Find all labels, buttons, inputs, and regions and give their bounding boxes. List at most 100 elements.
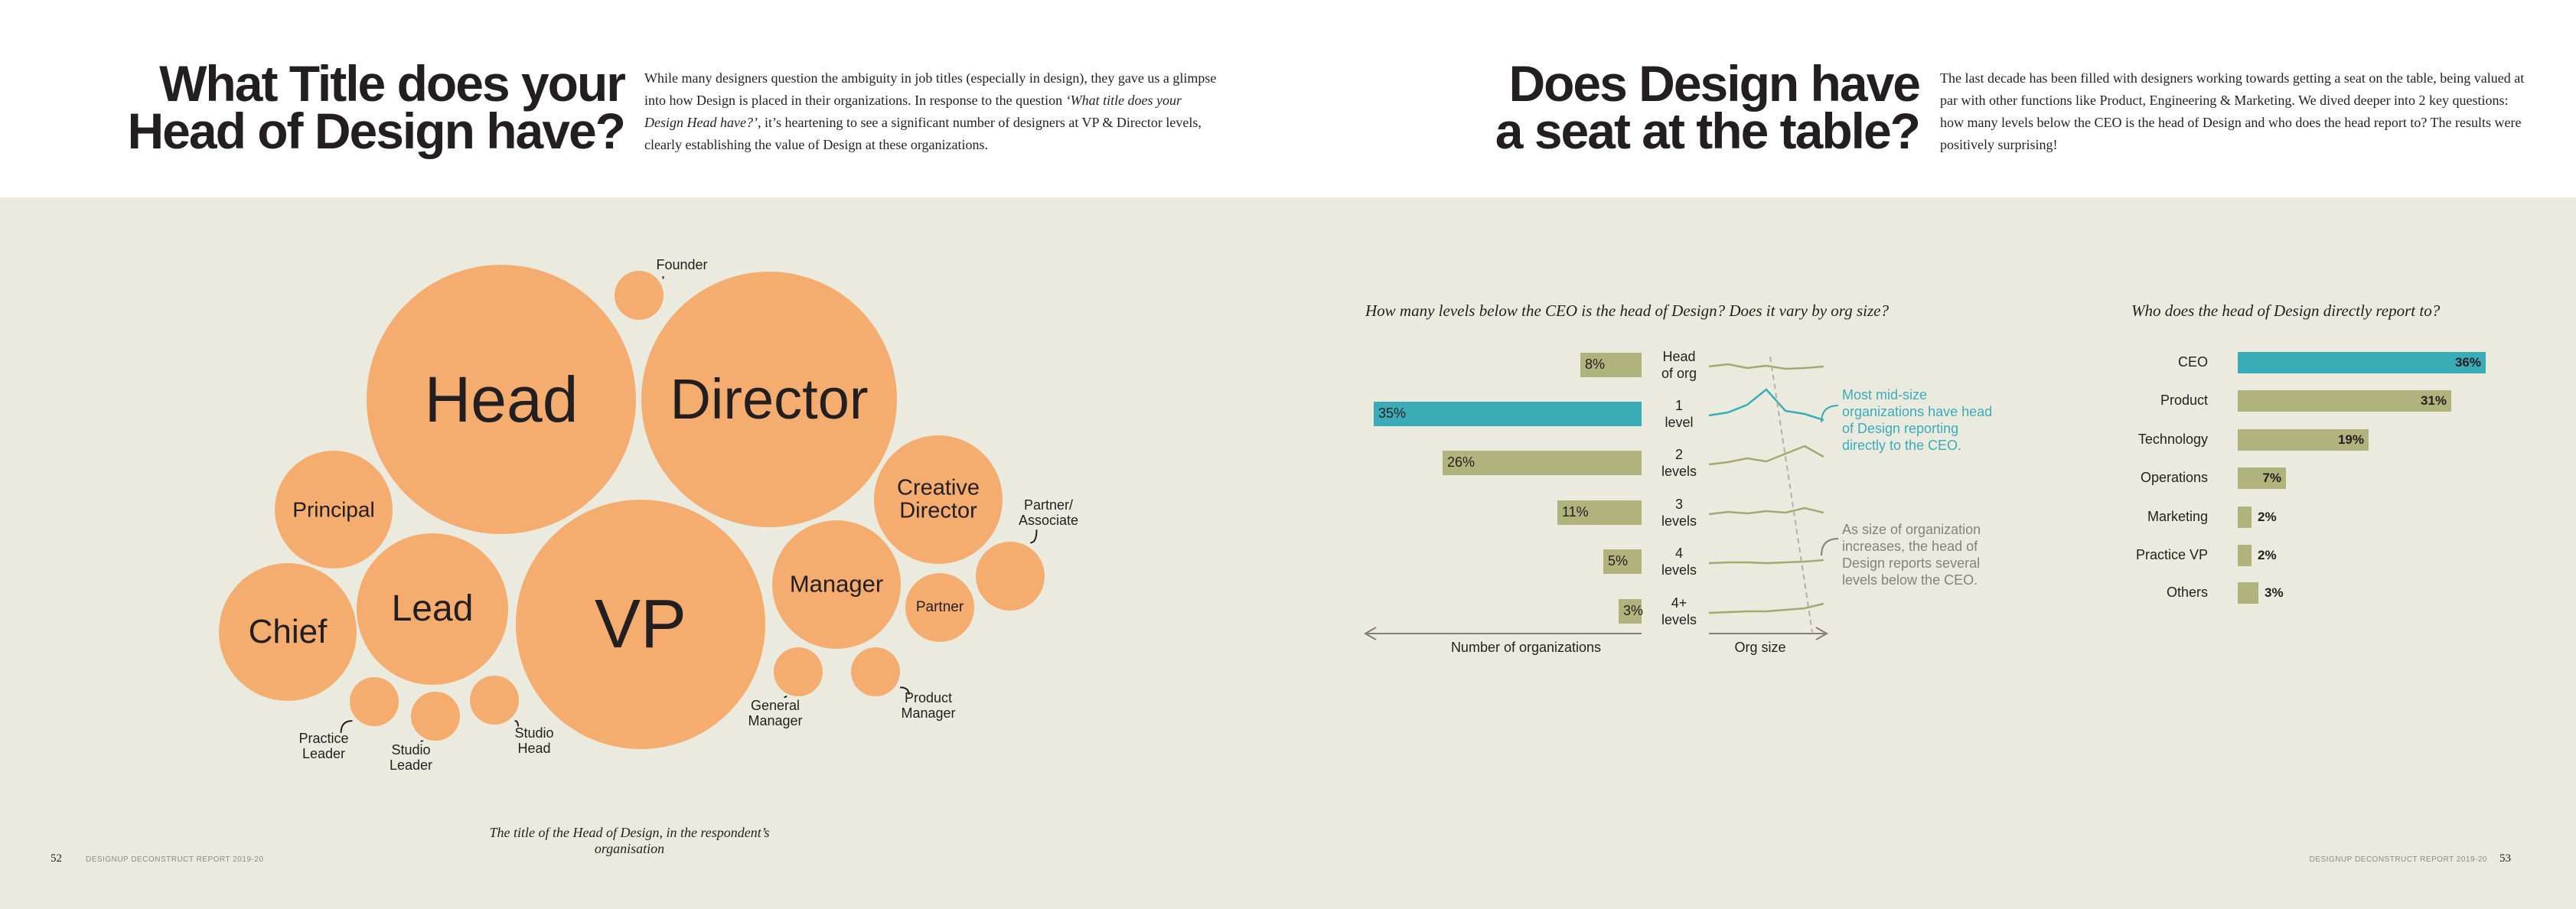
annotation: Most mid-size organizations have head of… — [1842, 387, 1993, 453]
pointer — [662, 276, 664, 279]
category-label: Marketing — [2147, 509, 2208, 524]
bar — [2238, 507, 2252, 528]
bubble — [772, 520, 901, 649]
category-label: Others — [2166, 585, 2208, 600]
hook — [1821, 538, 1839, 556]
annotation: As size of organization increases, the h… — [1842, 522, 1981, 588]
category-label: 1 level — [1665, 398, 1694, 430]
category-label: Product — [2160, 393, 2208, 408]
pointer — [514, 720, 519, 727]
bubble — [219, 563, 357, 701]
bubble-label: Studio Leader — [389, 742, 433, 773]
axis-arrow — [1363, 627, 1642, 640]
bubble-label: Creative Director — [897, 475, 980, 523]
bubble-label: Chief — [248, 612, 328, 650]
bubble — [357, 533, 508, 685]
bar — [2238, 545, 2252, 566]
text: , it’s heartening to see a significant n… — [644, 115, 1202, 152]
category-label: Head of org — [1661, 349, 1697, 381]
paragraph: The last decade has been filled with des… — [1940, 70, 2525, 152]
title-line: What Title does your — [159, 55, 626, 112]
bar — [2238, 390, 2451, 412]
bubble-label: Partner — [915, 599, 964, 616]
bubble — [851, 647, 900, 696]
page-number: 53 — [2499, 852, 2511, 865]
category-label: Operations — [2140, 470, 2208, 485]
text: ‘What title does your Design Head have?’ — [644, 93, 1182, 130]
bubble-label: VP — [594, 585, 687, 663]
bubble — [411, 692, 460, 741]
pointer — [900, 686, 910, 696]
bubble — [350, 677, 399, 726]
value-label: 5% — [1608, 553, 1629, 569]
value-label: 19% — [2337, 432, 2364, 447]
caption: The title of the Head of Design, in the … — [489, 825, 770, 856]
value-label: 3% — [1623, 603, 1644, 618]
hook — [1821, 405, 1839, 423]
bar — [1580, 353, 1642, 377]
title-line: Head of Design have? — [127, 103, 627, 159]
pointer — [340, 720, 353, 733]
title-line: Does Design have — [1508, 55, 1921, 112]
bubble — [874, 435, 1003, 564]
bubble — [615, 271, 664, 320]
category-label: Practice VP — [2135, 547, 2208, 562]
bar — [2238, 352, 2486, 373]
bubble-label: Practice Leader — [298, 731, 349, 761]
bar — [1374, 402, 1642, 426]
page-number: 52 — [51, 852, 62, 865]
bubble — [641, 272, 897, 527]
value-label: 36% — [2454, 355, 2481, 370]
bubble — [470, 676, 519, 725]
category-label: 2 levels — [1661, 447, 1697, 479]
title-line: a seat at the table? — [1495, 103, 1921, 159]
bubble-label: Product Manager — [901, 690, 956, 721]
header-band — [0, 0, 2576, 197]
bubble-label: Director — [670, 367, 869, 432]
bubble-label: Founder — [656, 257, 708, 272]
value-label: 2% — [2258, 548, 2277, 562]
sparkline — [1708, 363, 1824, 370]
bar — [1443, 451, 1642, 475]
bubble — [367, 265, 636, 534]
chart-title: How many levels below the CEO is the hea… — [1365, 301, 1889, 320]
category-label: Technology — [2137, 432, 2208, 447]
footer: DESIGNUP DECONSTRUCT REPORT 2019-20 — [2309, 855, 2487, 864]
pointer — [1030, 529, 1038, 544]
category-label: 4 levels — [1661, 546, 1697, 578]
bubble-label: Manager — [789, 570, 884, 598]
axis-arrow — [1709, 627, 1829, 640]
chart-title: Who does the head of Design directly rep… — [2131, 301, 2441, 320]
text: While many designers question the ambigu… — [644, 70, 1217, 108]
value-label: 2% — [2258, 510, 2277, 524]
value-label: 11% — [1562, 504, 1589, 520]
bubble-label: Lead — [391, 588, 474, 629]
sparkline — [1708, 507, 1824, 516]
category-label: 3 levels — [1661, 497, 1697, 529]
axis-label: Org size — [1734, 640, 1786, 655]
value-label: 26% — [1447, 454, 1475, 470]
axis-label: Number of organizations — [1450, 640, 1602, 655]
sparkline — [1708, 559, 1824, 565]
bubble-label: Partner/ Associate — [1018, 497, 1079, 528]
value-label: 35% — [1378, 406, 1407, 421]
bubble — [905, 573, 974, 642]
paragraph: While many designers question the ambigu… — [644, 67, 1220, 156]
bubble — [516, 500, 765, 749]
bubble — [774, 647, 823, 696]
category-label: CEO — [2177, 354, 2208, 370]
bubble-label: Principal — [292, 497, 375, 522]
sparkline — [1708, 602, 1824, 614]
sparkline — [1708, 388, 1824, 422]
value-label: 7% — [2262, 471, 2281, 485]
value-label: 31% — [2420, 393, 2447, 408]
bubble-label: Head — [424, 363, 579, 435]
footer: DESIGNUP DECONSTRUCT REPORT 2019-20 — [86, 855, 264, 864]
bar — [1557, 500, 1642, 525]
bar — [1603, 549, 1642, 574]
bubble — [976, 542, 1045, 611]
bar — [2238, 429, 2369, 451]
category-label: 4+ levels — [1661, 595, 1697, 627]
